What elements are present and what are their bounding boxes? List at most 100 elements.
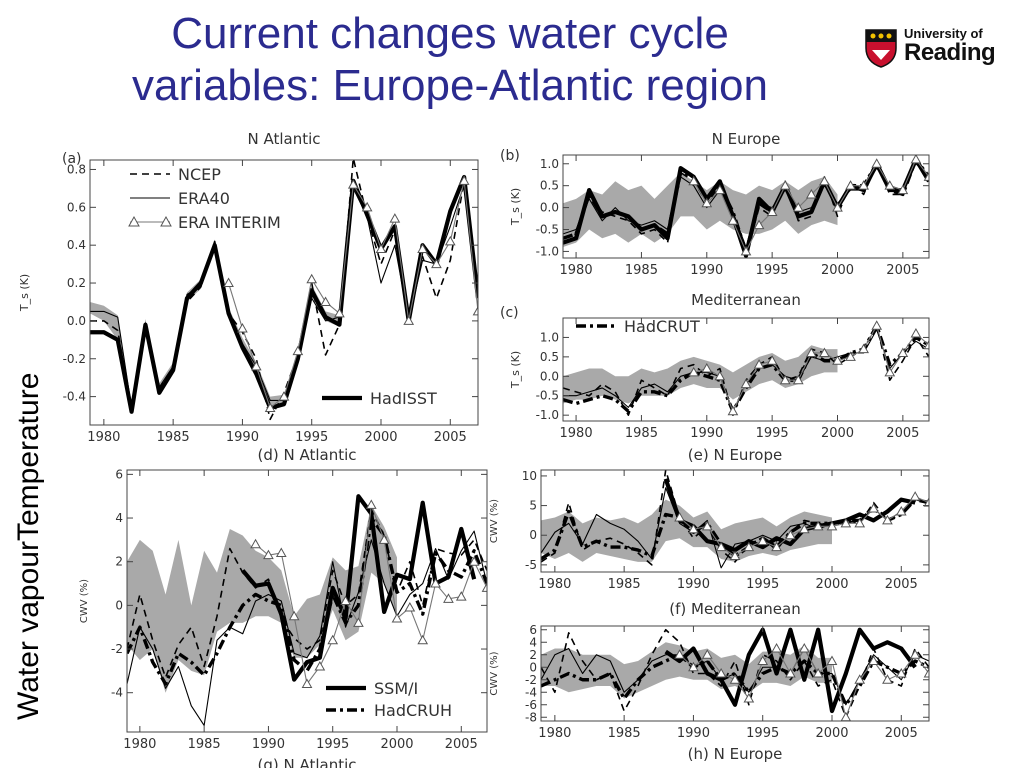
- x-tick-label-c: 1995: [756, 426, 789, 441]
- point-marker-b: [753, 219, 765, 230]
- x-tick-label-c: 2000: [821, 426, 854, 441]
- point-marker-c: [923, 339, 929, 350]
- point-marker-b: [897, 184, 909, 195]
- point-marker-d: [455, 591, 467, 601]
- point-marker-d: [430, 578, 441, 588]
- point-marker-b: [766, 206, 778, 216]
- series-dash-b: [563, 158, 929, 257]
- y-tick-label-a: -0.2: [63, 352, 86, 366]
- x-tick-label-f: 1980: [538, 726, 571, 741]
- panel-title-c: Mediterranean: [691, 291, 801, 309]
- panel-letter-a: (a): [62, 151, 82, 167]
- y-axis-label-d: CWV (%): [79, 579, 90, 623]
- point-marker-c: [701, 363, 713, 373]
- y-tick-label-d: 6: [115, 467, 123, 481]
- point-marker-e: [840, 517, 852, 528]
- series-thin-e: [541, 487, 929, 569]
- x-tick-label-d: 1995: [316, 737, 349, 752]
- point-marker-a: [237, 322, 248, 333]
- spread-band-b: [563, 172, 838, 248]
- point-marker-d: [481, 582, 487, 592]
- y-tick-label-c: -0.5: [536, 389, 559, 403]
- x-tick-label-e: 1980: [538, 577, 571, 592]
- x-tick-label-a: 1985: [157, 430, 190, 445]
- point-marker-c: [832, 355, 843, 365]
- x-tick-label-c: 1985: [625, 426, 658, 441]
- point-marker-d: [275, 547, 287, 557]
- point-marker-e: [688, 523, 699, 534]
- point-marker-f: [909, 649, 921, 659]
- y-tick-label-a: -0.4: [63, 390, 86, 404]
- point-marker-e: [812, 520, 824, 531]
- point-marker-f: [923, 667, 929, 678]
- legend-label-dashdot: HadCRUH: [374, 701, 452, 720]
- point-marker-b: [714, 184, 726, 195]
- point-marker-a: [306, 273, 318, 284]
- panel-bottom-title-d: (g) N Atlantic: [257, 756, 356, 768]
- y-tick-label-f: 0: [529, 660, 537, 674]
- point-marker-a: [444, 235, 456, 246]
- x-tick-label-b: 1985: [625, 263, 658, 278]
- point-marker-c: [897, 347, 909, 357]
- panel-c: 1980 1985 1990 1995 2000 2005 -1.0 -0.5 0.0 0.5 1.…: [500, 291, 930, 441]
- x-tick-label-b: 2000: [821, 263, 854, 278]
- axes-frame-a: [89, 159, 479, 426]
- point-marker-e: [868, 503, 879, 513]
- y-tick-label-e: 0: [529, 528, 537, 542]
- x-tick-label-f: 2005: [885, 726, 918, 741]
- point-marker-c: [806, 347, 817, 357]
- point-marker-f: [743, 692, 755, 703]
- y-tick-label-f: -2: [525, 673, 537, 687]
- y-tick-label-d: 0: [115, 598, 123, 612]
- y-tick-label-f: 4: [529, 635, 537, 649]
- point-marker-e: [743, 541, 755, 552]
- x-tick-label-f: 1990: [677, 726, 710, 741]
- series-thin-a: [90, 184, 478, 409]
- point-marker-f: [785, 667, 796, 678]
- point-marker-e: [923, 497, 929, 507]
- panel-title-a: N Atlantic: [247, 130, 320, 148]
- point-marker-d: [378, 534, 390, 544]
- x-tick-label-b: 1995: [756, 263, 789, 278]
- x-tick-label-b: 1980: [560, 263, 593, 278]
- panel-title-d: (d) N Atlantic: [257, 446, 356, 464]
- point-marker-e: [895, 505, 907, 516]
- point-marker-e: [715, 541, 727, 552]
- panel-b: 1980 1985 1990 1995 2000 2005 -1.0 -0.5 0.0 0.5 1.…: [500, 130, 930, 278]
- point-marker-f: [812, 667, 824, 678]
- y-tick-label-a: 0.2: [67, 276, 86, 290]
- point-marker-b: [688, 175, 700, 186]
- point-marker-b: [740, 245, 752, 256]
- point-marker-b: [806, 188, 817, 199]
- legend-label-thin: ERA40: [178, 189, 230, 208]
- panel-d: 1980 1985 1990 1995 2000 2005 -4 -2 0 2 4 6 CWV (%) (…: [79, 446, 488, 768]
- point-marker-d: [301, 678, 313, 688]
- plot-area-f: [541, 627, 929, 721]
- y-tick-label-a: 0.4: [67, 238, 86, 252]
- logo-line-1: University of: [904, 26, 983, 41]
- point-marker-f: [771, 642, 782, 653]
- x-tick-label-a: 1995: [295, 430, 328, 445]
- point-marker-d: [263, 549, 274, 560]
- point-marker-c: [753, 359, 765, 369]
- y-tick-label-f: -4: [525, 685, 537, 699]
- x-tick-label-d: 2005: [445, 737, 478, 752]
- y-axis-label-a: T_s (K): [18, 274, 31, 312]
- point-marker-a: [361, 201, 373, 212]
- x-tick-label-e: 2005: [885, 577, 918, 592]
- point-marker-a: [458, 175, 470, 185]
- x-tick-label-f: 1985: [608, 726, 641, 741]
- y-tick-label-b: 0.5: [540, 179, 559, 193]
- plot-area-b: [563, 155, 929, 258]
- point-marker-d: [365, 499, 377, 509]
- y-tick-label-c: 0.5: [540, 350, 559, 364]
- point-marker-d: [340, 595, 351, 605]
- x-tick-label-e: 1995: [746, 577, 779, 592]
- y-tick-label-d: 2: [115, 555, 123, 569]
- y-axis-label-c: T_s (K): [509, 351, 522, 389]
- x-tick-label-f: 1995: [746, 726, 779, 741]
- point-marker-b: [845, 180, 856, 190]
- point-marker-b: [832, 202, 843, 212]
- series-thick-a: [90, 174, 478, 414]
